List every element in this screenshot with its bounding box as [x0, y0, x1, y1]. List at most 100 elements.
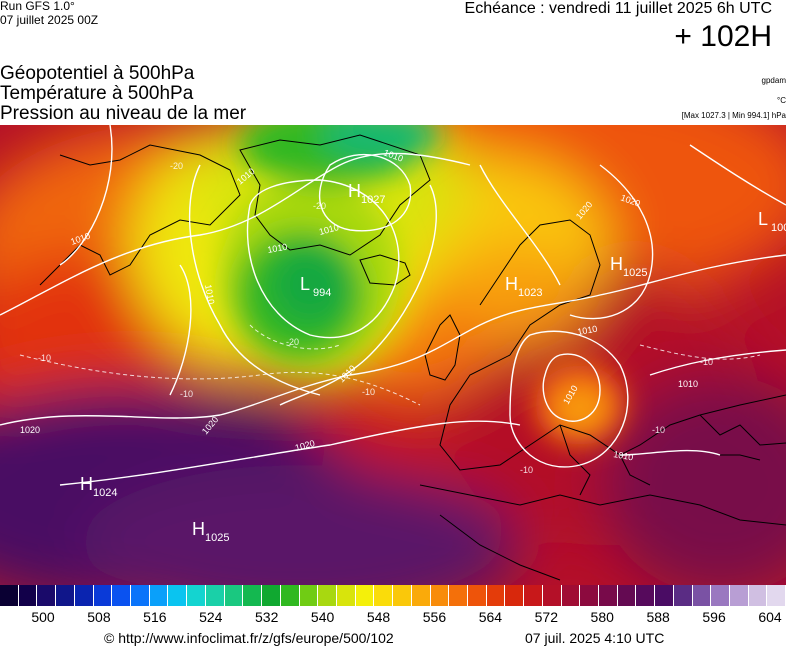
colorbar-swatch: [18, 585, 38, 606]
colorbar-swatch: [730, 585, 749, 606]
title-temperature: Température à 500hPa: [0, 83, 194, 104]
colorbar-swatch: [711, 585, 731, 606]
colorbar-swatch: [748, 585, 768, 606]
pressure-center: H 1025: [610, 254, 647, 279]
colorbar-swatch: [374, 585, 394, 606]
pressure-center-value: 994: [313, 287, 331, 299]
pressure-center-type: H: [505, 274, 518, 294]
colorbar-swatch: [486, 585, 506, 606]
colorbar-swatch: [767, 585, 786, 606]
title-pressure: Pression au niveau de la mer: [0, 103, 247, 124]
colorbar-swatch: [93, 585, 113, 606]
pressure-center-type: H: [348, 181, 361, 201]
pressure-center: L100: [758, 209, 786, 234]
colorbar-label: 588: [646, 609, 670, 625]
colorbar-label: 556: [422, 609, 447, 625]
colorbar-swatch: [430, 585, 450, 606]
pressure-center-value: 1025: [623, 267, 647, 279]
pressure-center: L 994: [300, 274, 331, 299]
colorbar-swatch: [243, 585, 263, 606]
isobar-label: 1010: [577, 324, 598, 337]
title-geopotential: Géopotentiel à 500hPa: [0, 63, 195, 84]
colorbar-swatch: [599, 585, 618, 606]
forecast-hours: + 102H: [674, 20, 772, 53]
colorbar-label: 540: [310, 609, 335, 625]
colorbar-label: 500: [31, 609, 55, 625]
pressure-center-value: 1023: [518, 287, 542, 299]
colorbar-swatch: [505, 585, 525, 606]
isobars: [0, 125, 786, 486]
colorbar-swatch: [149, 585, 169, 606]
temperature-label: -10: [652, 425, 665, 435]
colorbar-swatch: [355, 585, 375, 606]
pressure-center-value: 1027: [361, 194, 385, 206]
temperature-label: -10: [700, 357, 713, 367]
colorbar-label: 532: [255, 609, 279, 625]
colorbar-swatch: [131, 585, 150, 606]
colorbar: [0, 585, 786, 607]
colorbar-labels: 500 508 516 524 532 540 548 556 564 572 580 588 596 6…: [0, 609, 786, 627]
temperature-label: -20: [170, 161, 183, 171]
colorbar-swatch: [542, 585, 562, 606]
colorbar-swatch: [299, 585, 319, 606]
colorbar-swatch: [280, 585, 300, 606]
colorbar-swatch: [336, 585, 356, 606]
colorbar-label: 572: [534, 609, 558, 625]
colorbar-swatch: [617, 585, 637, 606]
geopotential-field: [0, 125, 786, 585]
colorbar-swatch: [205, 585, 225, 606]
temperature-label: -20: [286, 337, 299, 347]
isobar-label: 1010: [678, 379, 698, 389]
temperature-label: -20: [313, 201, 326, 211]
temperature-label: -10: [520, 465, 533, 475]
colorbar-label: 580: [590, 609, 614, 625]
pressure-center-type: L: [300, 274, 310, 294]
colorbar-label: 604: [758, 609, 782, 625]
pressure-center: H 1027: [348, 181, 385, 206]
unit-geopotential: gpdam: [761, 76, 786, 85]
colorbar-label: 596: [702, 609, 726, 625]
run-name: Run GFS 1.0°: [0, 0, 75, 13]
pressure-center: H 1024: [80, 474, 117, 499]
colorbar-swatch: [449, 585, 468, 606]
forecast-valid-time: Echéance : vendredi 11 juillet 2025 6h U…: [464, 0, 772, 17]
colorbar-swatch: [580, 585, 599, 606]
colorbar-swatch: [673, 585, 693, 606]
colorbar-swatch: [262, 585, 281, 606]
colorbar-swatch: [467, 585, 487, 606]
pressure-center: H 1023: [505, 274, 542, 299]
colorbar-swatch: [318, 585, 337, 606]
pressure-center-type: H: [610, 254, 623, 274]
temperature-label: -10: [362, 387, 375, 397]
coastlines: [39, 134, 786, 581]
colorbar-swatch: [561, 585, 581, 606]
pressure-center-type: L: [758, 209, 768, 229]
unit-temperature: °C: [777, 96, 786, 105]
colorbar-swatch: [187, 585, 206, 606]
isobar-label: 1020: [20, 425, 40, 435]
pressure-center-value: 100: [771, 222, 786, 234]
generation-date: 07 juil. 2025 4:10 UTC: [525, 630, 665, 646]
colorbar-label: 564: [478, 609, 503, 625]
colorbar-swatch: [74, 585, 94, 606]
temperature-isotherms: [19, 324, 761, 406]
source-url[interactable]: © http://www.infoclimat.fr/z/gfs/europe/…: [104, 630, 394, 646]
colorbar-swatch: [411, 585, 431, 606]
colorbar-swatch: [692, 585, 712, 606]
pressure-centers: H1027L994H1023H1025L100H1024H1025: [80, 181, 786, 544]
colorbar-swatch: [0, 585, 19, 606]
colorbar-swatch: [56, 585, 75, 606]
run-date: 07 juillet 2025 00Z: [0, 13, 99, 27]
map-canvas: H1027L994H1023H1025L100H1024H1025 101010…: [0, 125, 786, 585]
colorbar-label: 508: [87, 609, 111, 625]
temperature-labels: -20 -20 -20 -10 -10 -10 -10 -10 -10: [38, 161, 713, 475]
colorbar-label: 516: [143, 609, 167, 625]
colorbar-label: 548: [366, 609, 391, 625]
colorbar-swatch: [524, 585, 543, 606]
colorbar-swatch: [112, 585, 132, 606]
temperature-label: -10: [38, 353, 51, 363]
colorbar-swatch: [168, 585, 188, 606]
pressure-center-type: H: [80, 474, 93, 494]
colorbar-swatch: [393, 585, 412, 606]
pressure-center-value: 1025: [205, 532, 229, 544]
